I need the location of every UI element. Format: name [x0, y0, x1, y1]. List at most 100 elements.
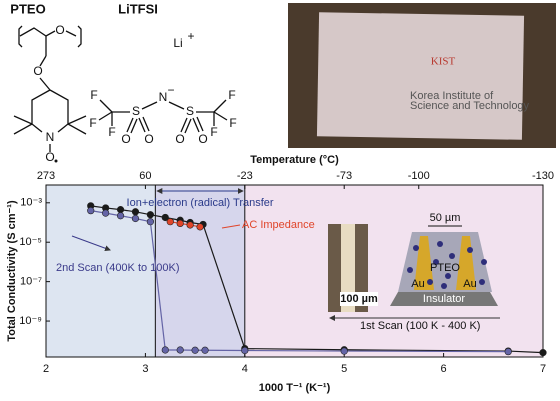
atom: O — [45, 150, 54, 164]
pteo-structure: PTEO O O N O — [10, 1, 87, 164]
data-point — [176, 219, 184, 228]
x-tick-label: 2 — [43, 363, 49, 375]
device-substrate — [390, 292, 498, 306]
annotation-leader — [221, 224, 241, 229]
atom: O — [198, 132, 207, 146]
cation: Li — [173, 36, 182, 50]
x2-tick-label: 273 — [37, 170, 55, 182]
scan-arrow — [71, 235, 111, 252]
x-tick-label: 5 — [341, 363, 347, 375]
data-point — [539, 349, 547, 357]
data-point — [186, 221, 194, 229]
device-label: Au — [411, 278, 424, 290]
atom: N — [159, 90, 168, 104]
particle — [437, 241, 443, 247]
x2-tick-label: 60 — [139, 170, 151, 182]
y-tick-label: 10⁻⁵ — [19, 236, 42, 248]
inset-strip — [341, 224, 355, 312]
data-point — [504, 348, 512, 356]
device-label: Insulator — [423, 293, 466, 305]
particle — [467, 247, 473, 253]
atom: F — [228, 88, 235, 102]
data-point — [146, 211, 154, 219]
particle — [481, 259, 487, 265]
x2-tick-label: -130 — [532, 170, 554, 182]
region — [244, 185, 544, 357]
y-tick-label: 10⁻³ — [20, 197, 42, 209]
caption: Korea Institute of — [410, 90, 494, 102]
inset-scale-box — [340, 292, 378, 306]
x2-tick-label: -23 — [237, 170, 253, 182]
data-point — [131, 208, 140, 216]
atom: O — [144, 132, 153, 146]
caption: Science and Technology — [410, 100, 530, 112]
data-point — [340, 347, 348, 355]
inset-scale: 100 µm — [340, 293, 378, 305]
series-annotation: 1st Scan (100 K - 400 K) — [360, 320, 480, 332]
annotation: Ion+electron (radical) Transfer — [127, 197, 274, 209]
atom: S — [186, 104, 194, 118]
series-annotation: AC Impedance — [242, 219, 315, 231]
atom: F — [90, 88, 97, 102]
device-scale: 50 µm — [430, 212, 461, 224]
atom: F — [229, 116, 236, 130]
device-label: Au — [463, 278, 476, 290]
region — [155, 185, 245, 357]
series-line — [170, 221, 201, 228]
particle — [427, 279, 433, 285]
y-tick-label: 10⁻⁹ — [19, 315, 42, 327]
photo-card — [316, 12, 525, 140]
device-label: PTEO — [430, 262, 460, 274]
data-point — [116, 206, 125, 214]
photo: KIST Korea Institute of Science and Tech… — [288, 3, 556, 148]
x-axis-title: 1000 T⁻¹ (K⁻¹) — [259, 382, 331, 394]
cation-charge: + — [187, 29, 194, 43]
plot-frame — [45, 184, 544, 358]
atom: F — [89, 116, 96, 130]
particle — [445, 273, 451, 279]
y-tick-label: 10⁻⁷ — [20, 276, 42, 288]
litfsi-title: LiTFSI — [118, 1, 158, 16]
particle — [407, 267, 413, 273]
atom: O — [175, 132, 184, 146]
data-point — [131, 214, 140, 223]
data-point — [102, 209, 110, 217]
particle — [413, 245, 419, 251]
data-point — [87, 207, 95, 215]
x-tick-label: 6 — [441, 363, 447, 375]
electrode — [414, 236, 434, 290]
atom: O — [55, 23, 64, 37]
particle — [479, 279, 485, 285]
logo: KIST — [431, 56, 456, 68]
x2-tick-label: -73 — [336, 170, 352, 182]
x2-axis-title: Temperature (°C) — [250, 154, 339, 166]
series-annotation: 2nd Scan (400K to 100K) — [56, 262, 180, 274]
particle — [441, 283, 447, 289]
x-tick-label: 4 — [242, 363, 248, 375]
x2-tick-label: -100 — [408, 170, 430, 182]
particle — [433, 259, 439, 265]
particle — [449, 253, 455, 259]
litfsi-structure: LiTFSI Li + N − S S O O O O F F F F F F — [89, 1, 236, 146]
data-point — [166, 218, 174, 226]
data-point — [146, 218, 154, 226]
atom: F — [210, 125, 217, 139]
data-point — [116, 212, 125, 220]
x-tick-label: 3 — [142, 363, 148, 375]
data-point — [176, 346, 184, 354]
data-point — [201, 346, 209, 354]
atom: O — [33, 64, 42, 78]
anion-charge: − — [167, 83, 174, 97]
x-tick-label: 7 — [540, 363, 546, 375]
data-point — [196, 223, 204, 231]
pteo-title: PTEO — [10, 1, 45, 16]
data-point — [241, 346, 249, 355]
data-point — [161, 213, 169, 222]
data-point — [161, 346, 169, 354]
data-point — [191, 346, 199, 354]
atom: F — [108, 125, 115, 139]
atom: N — [46, 130, 55, 144]
atom: O — [121, 132, 130, 146]
y-axis-title: Total Conductivity (S cm⁻¹) — [6, 200, 18, 342]
